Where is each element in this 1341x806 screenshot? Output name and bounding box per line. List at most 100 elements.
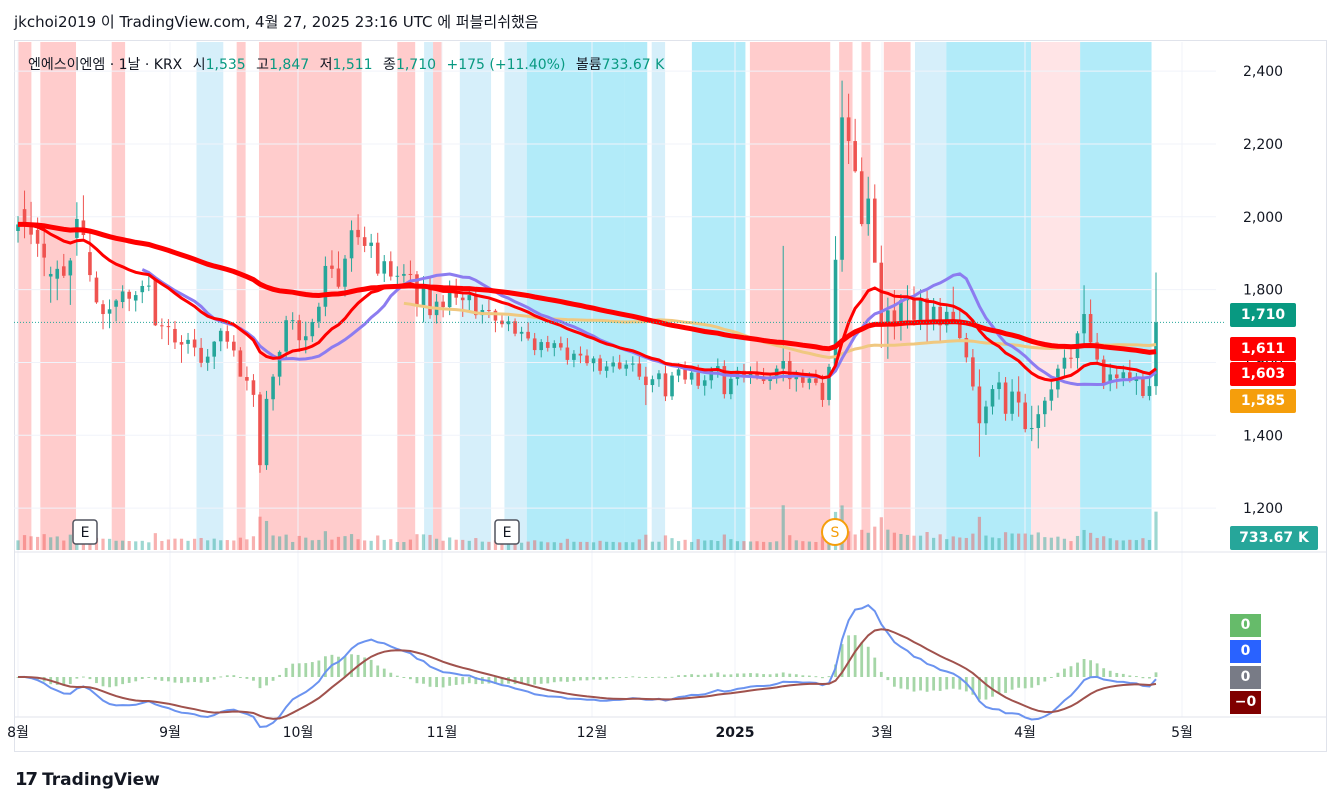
candle-73	[493, 310, 498, 321]
volume-bar-61	[415, 534, 419, 550]
candle-12	[94, 277, 99, 303]
macd-hist-84	[565, 677, 569, 682]
volume-bar-34	[238, 537, 242, 550]
volume-bar-83	[559, 542, 563, 550]
volume-bar-95	[637, 539, 641, 550]
volume-bar-60	[408, 539, 413, 550]
ma-red-thick-line	[18, 221, 1157, 355]
zone-6	[397, 42, 416, 550]
macd-hist-105	[703, 674, 707, 677]
macd-hist-62	[422, 677, 425, 684]
candle-170	[1128, 372, 1132, 382]
volume-bar-173	[1147, 539, 1152, 550]
candle-57	[388, 261, 393, 277]
time-tick-1: 9월	[159, 725, 181, 741]
volume-bar-19	[140, 540, 144, 550]
volume-bar-70	[474, 538, 478, 550]
macd-hist-96	[644, 677, 648, 678]
macd-hist-22	[160, 677, 164, 681]
candle-6	[55, 268, 60, 279]
macd-hist-40	[278, 674, 282, 677]
candle-44	[303, 336, 308, 341]
candle-129	[859, 171, 864, 225]
volume-bar-119	[794, 540, 798, 550]
macd-hist-133	[886, 677, 890, 681]
volume-bar-80	[539, 541, 543, 550]
macd-hist-60	[409, 677, 412, 680]
candle-121	[807, 378, 812, 383]
macd-hist-152	[1010, 677, 1014, 690]
price-tick-1400: 1,400	[1243, 428, 1283, 444]
macd-hist-87	[585, 677, 589, 681]
volume-bar-164	[1088, 532, 1093, 550]
macd-hist-30	[212, 677, 216, 680]
candle-83	[559, 343, 563, 348]
last-price-label: 1,710	[1230, 303, 1296, 327]
candle-134	[892, 310, 897, 324]
candle-146	[971, 357, 975, 387]
macd-hist-124	[827, 676, 831, 678]
candle-122	[814, 378, 818, 383]
macd-hist-34	[238, 677, 242, 678]
macd-hist-42	[291, 663, 295, 677]
volume-bar-145	[964, 537, 968, 550]
candle-41	[284, 320, 288, 352]
volume-bar-15	[114, 540, 118, 550]
macd-hist-164	[1089, 660, 1092, 677]
macd-hist-100	[670, 676, 674, 678]
macd-hist-159	[1056, 672, 1060, 677]
macd-hist-150	[997, 677, 1001, 694]
macd-hist-90	[605, 677, 609, 680]
volume-bar-33	[232, 540, 236, 550]
candle-154	[1023, 402, 1027, 430]
volume-bar-94	[631, 542, 635, 550]
candle-66	[447, 292, 452, 308]
volume-bar-113	[755, 541, 759, 550]
macd-hist-153	[1017, 677, 1021, 688]
macd-hist-32	[225, 675, 229, 677]
candle-117	[781, 361, 786, 369]
legend-open: 시1,535	[192, 57, 246, 73]
volume-bar-54	[369, 540, 373, 550]
volume-bar-82	[552, 542, 556, 550]
volume-bar-102	[683, 539, 687, 550]
candle-107	[716, 366, 720, 370]
macd-hist-67	[454, 677, 458, 685]
macd-hist-27	[193, 677, 196, 683]
candle-135	[899, 300, 903, 324]
macd-hist-94	[631, 676, 635, 678]
volume-bar-97	[650, 541, 655, 550]
brand-footer[interactable]: 17 TradingView	[15, 769, 160, 790]
candle-5	[48, 273, 53, 277]
volume-bar-159	[1056, 536, 1060, 550]
macd-hist-123	[821, 677, 824, 679]
candle-93	[624, 364, 629, 369]
candle-108	[722, 366, 727, 395]
volume-bar-67	[454, 539, 458, 550]
macd-hist-158	[1049, 677, 1053, 678]
candle-101	[676, 369, 681, 376]
macd-hist-136	[906, 677, 909, 690]
volume-bar-170	[1128, 539, 1132, 550]
candle-167	[1108, 374, 1113, 384]
volume-bar-50	[343, 536, 347, 550]
volume-bar-51	[349, 534, 354, 550]
candle-29	[205, 356, 210, 363]
volume-bar-4	[42, 534, 46, 550]
candle-30	[212, 341, 217, 357]
volume-bar-152	[1010, 533, 1014, 550]
candle-81	[545, 342, 550, 348]
legend-change: +175 (+11.40%)	[446, 57, 566, 73]
volume-bar-137	[912, 535, 916, 550]
macd-line	[17, 604, 1157, 729]
candle-88	[591, 358, 596, 364]
candle-17	[127, 291, 131, 299]
price-tick-2400: 2,400	[1243, 64, 1283, 80]
candle-1	[22, 209, 27, 224]
macd-hist-148	[984, 677, 988, 700]
macd-hist-45	[310, 662, 314, 677]
volume-bar-101	[676, 541, 681, 550]
macd-hist-47	[323, 656, 327, 677]
candle-131	[872, 198, 877, 263]
